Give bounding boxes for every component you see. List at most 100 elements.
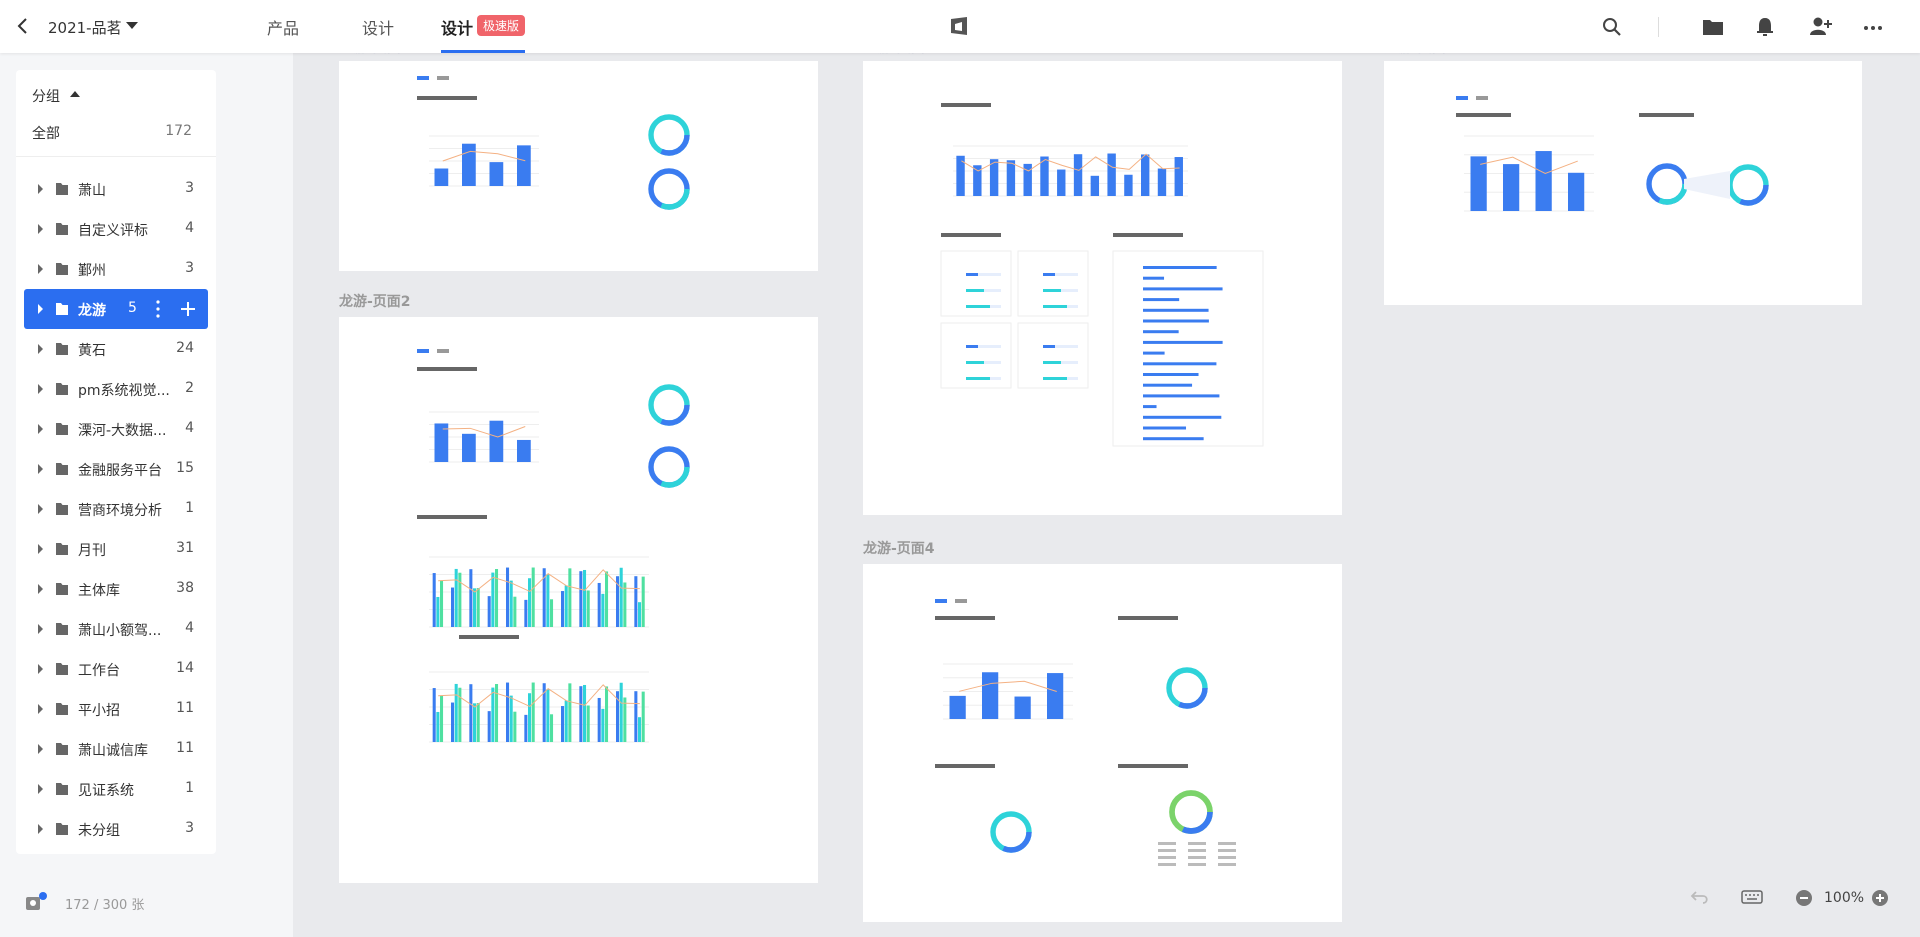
caret-up[interactable] (70, 91, 80, 98)
thumb-bar (623, 582, 627, 627)
page-thumbnail[interactable] (863, 564, 1342, 922)
thumb-bar (517, 439, 531, 462)
tab[interactable]: 设计 (362, 19, 395, 38)
thumb-hbar (1043, 289, 1061, 292)
page-thumbnail[interactable] (339, 317, 818, 883)
group-item[interactable]: 平小招 11 (16, 689, 216, 729)
thumb-legend (1218, 849, 1236, 852)
thumb-bar (451, 587, 455, 627)
group-item[interactable]: 萧山诚信库 11 (16, 729, 216, 769)
group-count: 3 (185, 180, 194, 196)
group-item[interactable]: 金融服务平台 15 (16, 449, 216, 489)
group-name: 黄石 (78, 343, 106, 359)
page-thumbnail[interactable] (1384, 61, 1862, 305)
thumb-hbar (1143, 308, 1209, 312)
thumb-hbar (1043, 377, 1067, 380)
thumb-bar (462, 143, 476, 186)
group-icons (38, 783, 68, 795)
thumb-bar (491, 687, 495, 742)
more-icon[interactable] (1863, 25, 1883, 31)
thumb-bar (564, 585, 568, 627)
folder-icon (56, 223, 68, 235)
all-label[interactable]: 全部 (32, 126, 60, 142)
thumb-hbar (1043, 273, 1078, 276)
thumb-bar (495, 684, 499, 742)
thumb-text (459, 635, 519, 639)
group-item[interactable]: 营商环境分析 1 (16, 489, 216, 529)
group-count: 31 (176, 540, 194, 556)
thumb-legend (1218, 863, 1236, 866)
thumb-bar (531, 567, 535, 627)
thumb-hbar (1143, 266, 1217, 269)
tab[interactable]: 产品 (267, 19, 300, 38)
thumb-bar (476, 703, 480, 742)
thumb-bar (1174, 157, 1183, 196)
thumb-hbar (1143, 287, 1223, 291)
thumb-bar (616, 576, 620, 627)
group-name: 月刊 (78, 543, 106, 559)
page-title[interactable]: 龙游-页面4 (863, 541, 935, 557)
logo (951, 17, 967, 35)
thumb-text (417, 96, 477, 100)
group-item[interactable]: 自定义评标 4 (16, 209, 216, 249)
add-user-icon[interactable] (1809, 16, 1833, 36)
add-icon (181, 302, 195, 316)
expand-arrow (38, 464, 43, 474)
project-name[interactable]: 2021-品茗 (48, 19, 122, 37)
group-name: 工作台 (78, 663, 120, 679)
undo-icon[interactable] (1690, 889, 1710, 905)
group-item[interactable]: 鄞州 3 (16, 249, 216, 289)
group-item-selected[interactable]: 龙游 5 (24, 289, 208, 329)
thumb-bar (517, 145, 531, 186)
tab-active[interactable]: 设计 (441, 19, 474, 38)
thumb-bar (473, 703, 477, 742)
thumb-line (442, 150, 526, 162)
folder-icon (56, 543, 68, 555)
search-icon[interactable] (1602, 17, 1622, 37)
keyboard-icon[interactable] (1741, 890, 1763, 904)
group-name: 平小招 (78, 703, 120, 719)
group-item[interactable]: 未分组 3 (16, 809, 216, 849)
more-dot (156, 300, 160, 304)
group-name: 鄞州 (78, 263, 106, 279)
group-item[interactable]: 溧河-大数据... 4 (16, 409, 216, 449)
thumb-bar (1040, 156, 1049, 196)
thumb-bar (513, 711, 517, 742)
thumb-bar (638, 717, 642, 742)
zoom-out[interactable] (1795, 889, 1813, 907)
thumb-bar (1503, 164, 1520, 211)
group-item[interactable]: pm系统视觉... 2 (16, 369, 216, 409)
page-title[interactable]: 龙游-页面2 (339, 294, 411, 310)
folder-icon[interactable] (1702, 17, 1724, 37)
thumb-hbar (1143, 340, 1223, 344)
thumb-bar (458, 687, 462, 742)
caret[interactable] (126, 22, 138, 30)
group-item[interactable]: 萧山小额驾... 4 (16, 609, 216, 649)
assets-icon[interactable] (24, 891, 48, 913)
group-count: 5 (128, 300, 137, 316)
thumb-legend (1188, 856, 1206, 859)
thumb-bar (531, 682, 535, 742)
group-item[interactable]: 主体库 38 (16, 569, 216, 609)
group-item[interactable]: 黄石 24 (16, 329, 216, 369)
page-thumbnail[interactable] (339, 61, 818, 271)
bell-icon[interactable] (1755, 16, 1775, 38)
folder-icon (56, 783, 68, 795)
zoom-in[interactable] (1871, 889, 1889, 907)
thumb-bar (586, 590, 590, 627)
group-item[interactable]: 见证系统 1 (16, 769, 216, 809)
thumb-bar (634, 576, 638, 627)
back-icon[interactable] (16, 17, 30, 35)
group-count: 11 (176, 740, 194, 756)
group-item[interactable]: 萧山 3 (16, 169, 216, 209)
thumb-bar (1157, 168, 1167, 196)
page-thumbnail[interactable] (863, 61, 1342, 515)
thumbnail-drawing (935, 599, 1236, 866)
folder-icon (56, 383, 68, 395)
thumb-bar (597, 697, 601, 742)
group-item[interactable]: 月刊 31 (16, 529, 216, 569)
thumb-bar (956, 155, 965, 196)
group-heading[interactable]: 分组 (32, 89, 60, 105)
thumb-text (417, 367, 477, 371)
group-item[interactable]: 工作台 14 (16, 649, 216, 689)
